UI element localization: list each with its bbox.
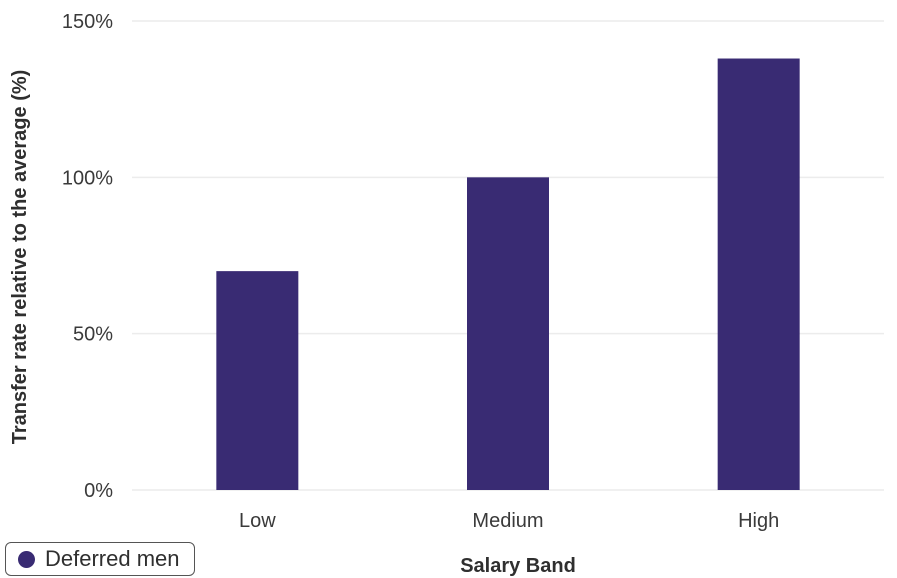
y-tick-label: 100% [62, 167, 113, 189]
x-axis-title: Salary Band [460, 555, 576, 577]
y-axis-title: Transfer rate relative to the average (%… [9, 70, 31, 445]
x-tick-label-medium: Medium [472, 510, 543, 532]
y-tick-label: 150% [62, 11, 113, 33]
bar-medium [467, 177, 549, 491]
y-tick-labels: 0% 50% 100% 150% [62, 11, 113, 502]
legend: Deferred men [5, 542, 195, 576]
bars [216, 58, 800, 491]
legend-label-deferred-men: Deferred men [45, 546, 180, 571]
y-tick-label: 0% [84, 480, 113, 502]
bar-low [216, 271, 299, 490]
legend-swatch-deferred-men [18, 550, 35, 568]
y-tick-label: 50% [73, 324, 113, 346]
x-tick-label-high: High [738, 510, 779, 532]
bar-high [717, 58, 800, 491]
x-tick-label-low: Low [239, 510, 276, 532]
x-tick-labels: Low Medium High [239, 510, 779, 532]
